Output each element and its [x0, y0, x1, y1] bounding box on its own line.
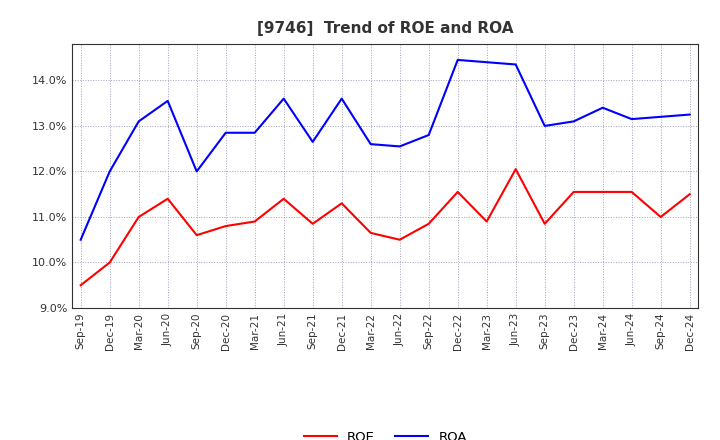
ROA [251, 130, 259, 136]
ROE [135, 214, 143, 220]
ROE [163, 196, 172, 202]
ROE [76, 282, 85, 288]
ROE [541, 221, 549, 227]
ROE [598, 189, 607, 194]
ROE [424, 221, 433, 227]
ROE [511, 166, 520, 172]
ROE [308, 221, 317, 227]
ROA [221, 130, 230, 136]
ROE [105, 260, 114, 265]
ROE [338, 201, 346, 206]
ROA [366, 142, 375, 147]
ROA [570, 119, 578, 124]
ROA [395, 144, 404, 149]
ROA [76, 237, 85, 242]
ROA [685, 112, 694, 117]
ROE [395, 237, 404, 242]
Title: [9746]  Trend of ROE and ROA: [9746] Trend of ROE and ROA [257, 21, 513, 36]
ROA [135, 119, 143, 124]
ROE [570, 189, 578, 194]
ROE [482, 219, 491, 224]
ROA [308, 139, 317, 144]
ROA [511, 62, 520, 67]
ROE [251, 219, 259, 224]
ROE [657, 214, 665, 220]
ROA [105, 169, 114, 174]
ROA [338, 96, 346, 101]
Line: ROE: ROE [81, 169, 690, 285]
ROE [279, 196, 288, 202]
ROA [424, 132, 433, 138]
ROE [366, 230, 375, 235]
ROA [627, 117, 636, 122]
ROE [454, 189, 462, 194]
ROA [279, 96, 288, 101]
Legend: ROE, ROA: ROE, ROA [298, 425, 472, 440]
ROA [192, 169, 201, 174]
ROA [482, 59, 491, 65]
ROE [221, 224, 230, 229]
ROE [192, 232, 201, 238]
ROA [541, 123, 549, 128]
ROE [685, 191, 694, 197]
ROA [657, 114, 665, 120]
Line: ROA: ROA [81, 60, 690, 240]
ROA [163, 98, 172, 103]
ROE [627, 189, 636, 194]
ROA [598, 105, 607, 110]
ROA [454, 57, 462, 62]
